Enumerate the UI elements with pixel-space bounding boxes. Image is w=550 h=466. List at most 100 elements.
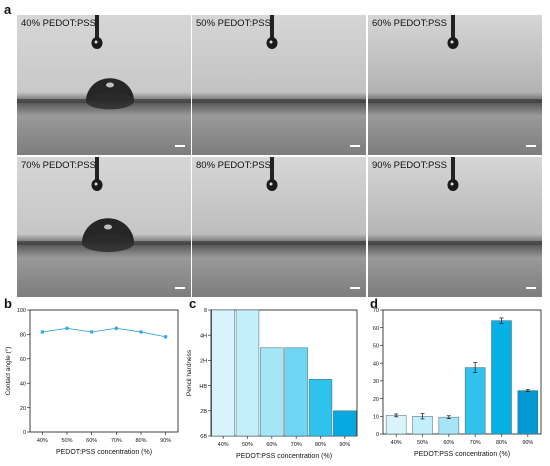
drop-highlight [94,182,98,186]
photo-caption: 60% PEDOT:PSS [372,18,447,29]
contact-angle-chart: 0 20 40 60 80 100 40% 50% 60% 70% 80% 90% PEDOT:PSS … [4,308,179,456]
data-point [114,326,118,330]
droplet-photo: 40% PEDOT:PSS [17,15,191,155]
droplet-highlight [104,224,112,230]
droplet-photo: 80% PEDOT:PSS [192,157,366,297]
droplet-image [17,15,191,110]
drop-highlight [450,182,454,186]
x-tick-label: 50% [61,438,72,444]
substrate-line [192,241,366,245]
droplet-image [192,157,366,245]
photo-caption: 80% PEDOT:PSS [196,160,271,171]
bar [491,320,512,435]
y-tick-label: 10 [373,414,379,420]
y-tick-label: 20 [20,406,26,412]
bar [385,415,407,435]
bar [464,367,486,435]
y-tick-label: 2B [200,409,207,415]
x-tick-label: 80% [135,438,146,444]
x-tick-label: 40% [391,440,402,446]
bar [438,416,460,435]
photo-caption: 40% PEDOT:PSS [21,18,96,29]
x-tick-label: 60% [86,438,97,444]
drop-highlight [269,182,273,186]
needle [451,15,455,39]
y-tick-label: 4H [200,333,207,339]
data-point [65,326,69,330]
bar [308,379,333,437]
substrate-line [368,241,542,245]
y-tick-label: 100 [17,308,26,314]
needle [95,157,99,181]
y-tick-label: 70 [373,308,379,314]
plot-frame [29,309,179,433]
x-axis-label: PEDOT:PSS concentration (%) [56,449,152,456]
substrate-line [368,99,542,103]
y-tick-label: 8 [204,308,207,314]
photo-caption: 50% PEDOT:PSS [196,18,271,29]
substrate-line [192,99,366,103]
droplet-image [192,15,366,103]
x-tick-label: 90% [522,440,533,446]
scale-bar [526,287,536,289]
bar [235,309,260,437]
x-tick-label: 90% [160,438,171,444]
series-line [42,327,166,338]
y-axis-label: Pencil hardness [186,349,193,396]
scale-bar [175,145,185,147]
y-tick-label: 40 [373,361,379,367]
panel-label-a: a [4,2,12,17]
panel-label-c: c [189,296,197,311]
gloss-chart: 0 10 20 30 40 50 60 70 40% 50% 60% 70% 80% 90% PEDOT:P… [373,308,542,458]
x-tick-label: 40% [37,438,48,444]
drop-highlight [94,40,98,44]
data-point [164,335,168,339]
needle [270,157,274,181]
x-tick-label: 70% [470,440,481,446]
panel-label-b: b [4,296,12,311]
bar [211,309,235,437]
x-tick-label: 60% [266,442,277,448]
droplet-reflection [82,233,134,253]
scale-bar [175,287,185,289]
y-tick-label: 0 [23,430,26,436]
droplet-image [17,157,191,253]
y-tick-label: 2H [200,359,207,365]
droplet-photo: 60% PEDOT:PSS [368,15,542,155]
scale-bar [526,145,536,147]
y-axis-label: Contact angle (°) [4,347,12,396]
plot-frame [382,309,542,435]
data-point [139,330,143,334]
x-tick-label: 50% [417,440,428,446]
droplet-photo: 90% PEDOT:PSS [368,157,542,297]
pencil-hardness-chart: 8 4H 2H HB 2B 6B 40% 50% 60% 70% 80% 90% PEDOT:PSS c… [186,308,358,460]
x-tick-label: 70% [111,438,122,444]
x-tick-label: 90% [339,442,350,448]
scale-bar [350,287,360,289]
y-tick-label: 60 [20,357,26,363]
drop-highlight [450,40,454,44]
droplet-photo: 70% PEDOT:PSS [17,157,191,297]
y-tick-label: 50 [373,344,379,350]
x-tick-label: 80% [496,440,507,446]
x-tick-label: 60% [443,440,454,446]
bar [284,347,308,437]
y-tick-label: 6B [200,434,207,440]
droplet-photo: 50% PEDOT:PSS [192,15,366,155]
y-tick-label: 30 [373,379,379,385]
photo-caption: 70% PEDOT:PSS [21,160,96,171]
y-tick-label: 80 [20,333,26,339]
x-axis-label: PEDOT:PSS concentration (%) [414,451,510,458]
droplet-highlight [106,82,114,88]
needle [270,15,274,39]
y-tick-label: 40 [20,381,26,387]
data-point [90,330,94,334]
bar [333,410,357,437]
y-tick-label: 20 [373,397,379,403]
droplet-image [368,157,542,245]
y-tick-label: HB [199,384,207,390]
plot-frame [210,309,358,437]
bar [260,347,284,437]
x-tick-label: 80% [315,442,326,448]
x-tick-label: 40% [218,442,229,448]
